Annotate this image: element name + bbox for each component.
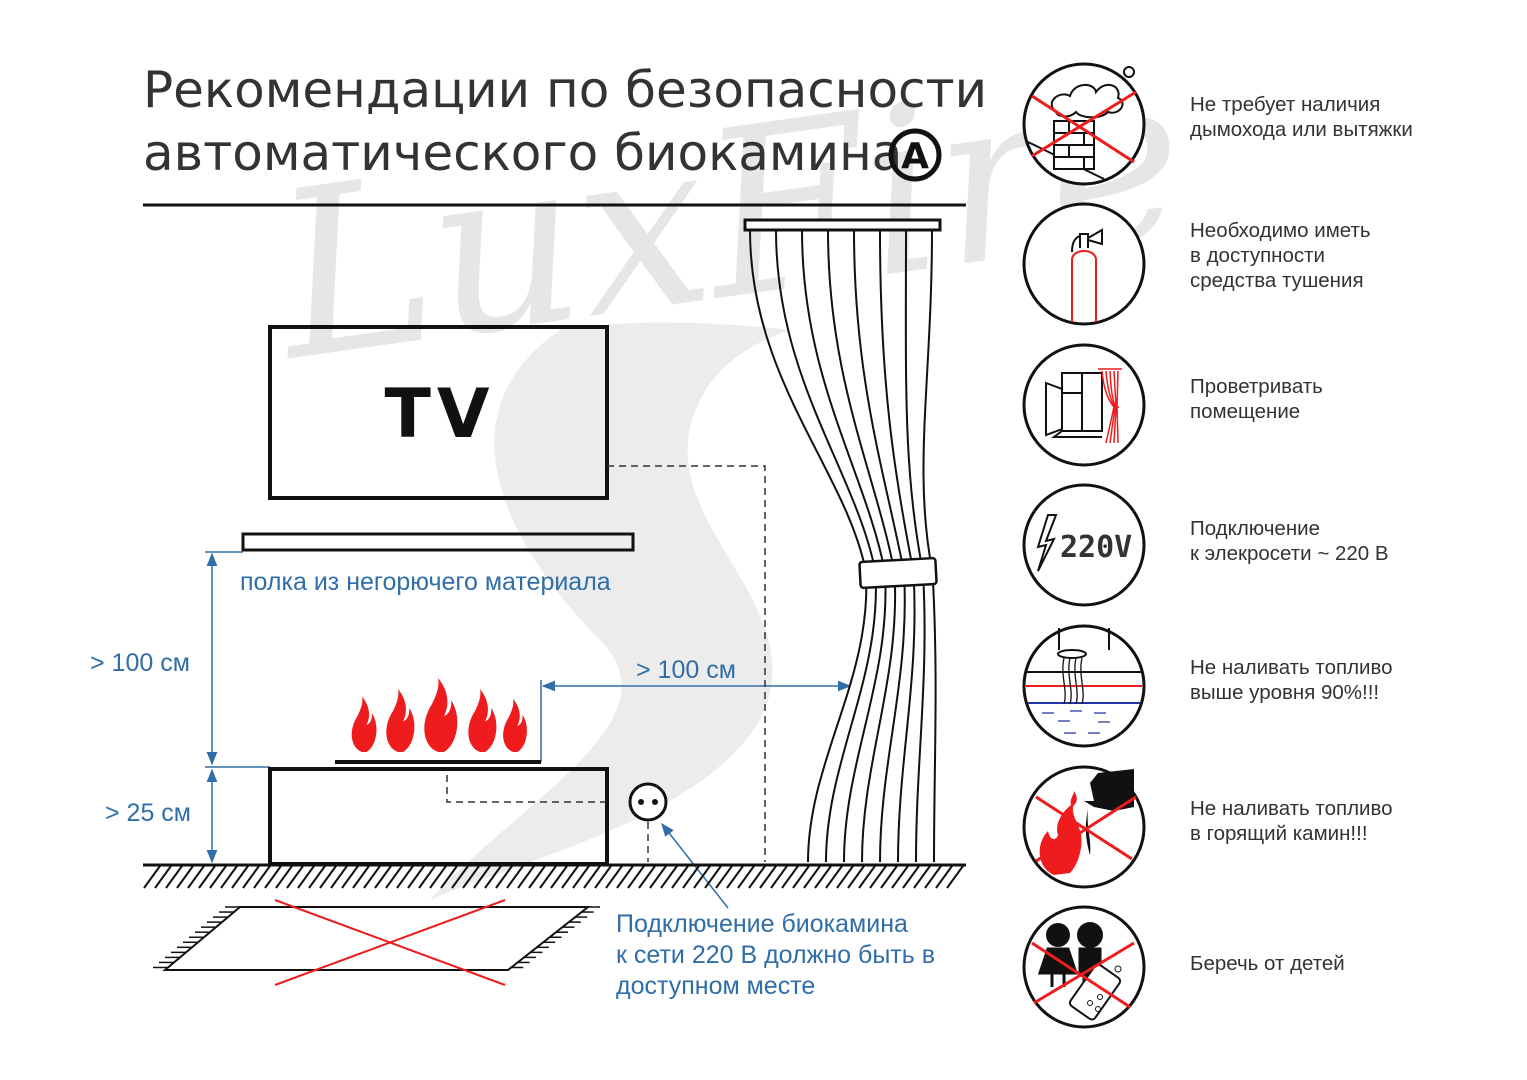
- svg-text:220V: 220V: [1060, 530, 1132, 565]
- distance-curtain-label: > 100 см: [636, 656, 736, 684]
- power-socket: [628, 782, 668, 822]
- svg-text:выше уровня 90%!!!: выше уровня 90%!!!: [1190, 681, 1379, 704]
- shelf: [241, 532, 635, 552]
- recommendation-item: Беречь от детей: [1022, 905, 1345, 1029]
- socket-note: Подключение биокамина к сети 220 В должн…: [616, 910, 935, 1000]
- flame-icon: [468, 689, 497, 752]
- svg-text:средства тушения: средства тушения: [1190, 269, 1364, 292]
- curtain: [743, 218, 942, 863]
- fire-extinguisher-icon: [1022, 202, 1146, 326]
- svg-text:Не требует наличия: Не требует наличия: [1190, 93, 1380, 116]
- flame-icon: [386, 689, 415, 752]
- svg-text:доступном месте: доступном месте: [616, 972, 815, 1000]
- svg-text:Подключение: Подключение: [1190, 517, 1320, 540]
- dimension-vertical: [205, 551, 270, 864]
- height-above-label: > 100 см: [90, 649, 190, 677]
- keep-from-children-icon: [1022, 905, 1146, 1029]
- cable-dashed-lines: [446, 465, 766, 862]
- svg-text:Проветривать: Проветривать: [1190, 375, 1323, 398]
- recommendation-item: Проветривать помещение: [1022, 343, 1323, 467]
- recommendation-item: Не наливать топливо в горящий камин!!!: [1022, 765, 1393, 889]
- svg-text:Не наливать топливо: Не наливать топливо: [1190, 797, 1393, 820]
- page-subtitle: автоматического биокамина: [143, 124, 902, 182]
- svg-text:в горящий камин!!!: в горящий камин!!!: [1190, 822, 1368, 845]
- tv: TV: [268, 325, 609, 500]
- dimension-horizontal: [540, 680, 852, 762]
- svg-text:к элекросети ~ 220 В: к элекросети ~ 220 В: [1190, 542, 1389, 565]
- recommendation-item: Не наливать топливо выше уровня 90%!!!: [1022, 624, 1393, 748]
- svg-text:Подключение биокамина: Подключение биокамина: [616, 910, 908, 938]
- floor: [143, 863, 966, 889]
- flame-icon: [351, 696, 377, 752]
- tv-label: TV: [384, 375, 495, 454]
- svg-text:к сети 220 В должно быть в: к сети 220 В должно быть в: [616, 941, 935, 969]
- recommendation-item: 220V Подключение к элекросети ~ 220 В: [1022, 483, 1389, 607]
- flame-icon: [424, 678, 458, 752]
- svg-text:Беречь от детей: Беречь от детей: [1190, 952, 1345, 975]
- height-base-label: > 25 см: [105, 799, 191, 827]
- recommendations-list: Не требует наличия дымохода или вытяжки …: [1022, 62, 1413, 1029]
- svg-text:Необходимо иметь: Необходимо иметь: [1190, 219, 1371, 242]
- recommendation-item: Необходимо иметь в доступности средства …: [1022, 202, 1371, 326]
- power-220v-icon: 220V: [1022, 483, 1146, 607]
- svg-text:помещение: помещение: [1190, 400, 1300, 423]
- svg-text:A: A: [901, 136, 929, 177]
- window-ventilation-icon: [1022, 343, 1146, 467]
- fuel-level-icon: [1022, 624, 1146, 748]
- page-title: Рекомендации по безопасности: [143, 61, 987, 119]
- shelf-label: полка из негорючего материала: [240, 568, 611, 596]
- no-refuel-burning-icon: [1022, 765, 1146, 889]
- svg-text:дымохода или вытяжки: дымохода или вытяжки: [1190, 118, 1413, 141]
- model-badge: A: [888, 128, 942, 182]
- svg-text:Не наливать топливо: Не наливать топливо: [1190, 656, 1393, 679]
- no-chimney-icon: [1022, 62, 1146, 186]
- watermark-flame: [430, 322, 790, 900]
- svg-text:в доступности: в доступности: [1190, 244, 1325, 267]
- rug-prohibited: [153, 899, 600, 986]
- flame-icon: [503, 698, 527, 752]
- recommendation-item: Не требует наличия дымохода или вытяжки: [1022, 62, 1413, 186]
